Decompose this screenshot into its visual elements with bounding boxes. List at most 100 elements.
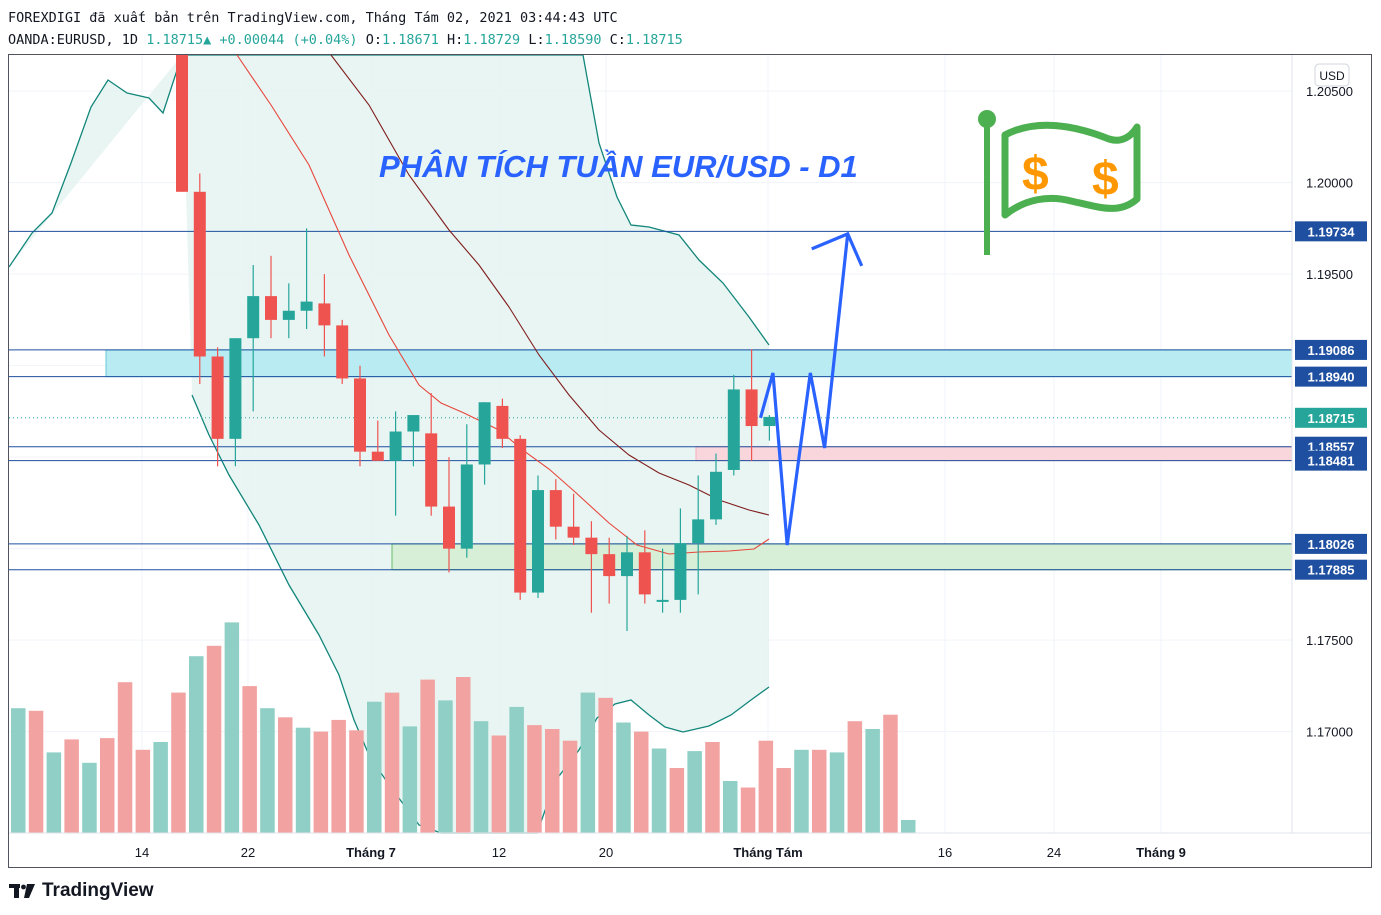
open-value: 1.18671: [381, 32, 439, 48]
volume-bar: [278, 717, 293, 833]
chart-frame[interactable]: $ $ PHÂN TÍCH TUẦN EUR/USD - D1 USD 1.20500 1…: [8, 54, 1372, 868]
high-value: 1.18729: [463, 32, 521, 48]
last-price-text: 1.18715: [1308, 411, 1355, 426]
candle-body: [603, 554, 616, 577]
volume-bar: [847, 721, 863, 833]
currency-label: USD: [1319, 69, 1345, 83]
flag-cloth: [1001, 121, 1141, 219]
ema-slow-line: [330, 55, 770, 516]
volume-bar: [545, 729, 560, 833]
tradingview-brand[interactable]: TradingView: [8, 878, 154, 904]
publish-info: FOREXDIGI đã xuất bản trên TradingView.c…: [8, 10, 618, 26]
level-price-label: 1.19734: [1295, 221, 1367, 242]
candle-body: [656, 599, 669, 602]
zone-support: [391, 543, 1293, 571]
price-chart[interactable]: $ $PHÂN TÍCH TUẦN EUR/USD - D1USD1.205001…: [9, 55, 1371, 867]
high-label: H:: [447, 32, 464, 48]
candle-body: [727, 389, 740, 470]
currency-button[interactable]: USD: [1314, 63, 1350, 87]
volume-bar: [11, 708, 26, 833]
candle-body: [638, 552, 651, 595]
volume-bar: [242, 686, 257, 833]
time-tick-label: 20: [599, 845, 613, 860]
candle-body: [193, 191, 206, 357]
low-value: 1.18590: [544, 32, 602, 48]
level-label-box: [1295, 559, 1367, 580]
volume-bar: [331, 719, 346, 833]
volume-bar: [580, 692, 596, 833]
time-tick-label: 14: [135, 845, 149, 860]
publish-line: FOREXDIGI đã xuất bản trên TradingView.c…: [8, 10, 618, 26]
candle-body: [247, 296, 260, 339]
candle-body: [763, 416, 776, 427]
volume-bar: [189, 656, 204, 833]
level-label-box: [1295, 339, 1367, 360]
time-tick-label: Tháng 9: [1136, 845, 1186, 860]
candle-body: [336, 325, 349, 379]
level-price-label: 1.18481: [1295, 450, 1367, 471]
volume-bar: [171, 692, 186, 833]
volume-bar: [260, 708, 275, 833]
projection-path: [758, 233, 850, 546]
candle-body: [282, 310, 295, 320]
volume-bar: [758, 740, 774, 833]
time-tick-label: 16: [938, 845, 952, 860]
level-price-label: 1.17885: [1295, 559, 1367, 580]
candle-body: [692, 519, 705, 544]
volume-bar: [206, 645, 222, 833]
candle-body: [407, 415, 420, 432]
volume-bar: [705, 742, 720, 833]
level-label-text: 1.18940: [1308, 370, 1355, 385]
candle-body: [532, 490, 544, 593]
volume-bar: [527, 725, 542, 833]
dollar-sign-icon: $: [1022, 148, 1049, 201]
volume-bar: [82, 762, 97, 833]
volume-bar: [723, 781, 738, 833]
zone-resistance: [105, 349, 1293, 378]
candle-body: [425, 433, 438, 507]
brand-name: TradingView: [42, 880, 154, 901]
candle-body: [496, 405, 509, 439]
time-tick-label: 12: [492, 845, 506, 860]
candle-body: [443, 506, 455, 549]
volume-bar: [776, 768, 791, 833]
candle-body: [265, 296, 277, 320]
candle-body: [229, 338, 242, 439]
volume-bar: [491, 735, 507, 833]
candle-body: [514, 438, 527, 593]
volume-bar: [562, 740, 578, 833]
volume-bar: [794, 749, 809, 833]
money-flag-icon: $ $: [978, 110, 1141, 255]
time-tick-label: 22: [241, 845, 255, 860]
volume-bar: [634, 731, 649, 833]
time-tick-label: Tháng Tám: [733, 845, 802, 860]
candle-body: [621, 552, 633, 577]
level-price-label: 1.18940: [1295, 366, 1367, 387]
volume-bar: [224, 622, 240, 833]
volume-bar: [865, 729, 880, 833]
time-tick-label: Tháng 7: [346, 845, 396, 860]
volume-bar: [117, 682, 133, 833]
level-label-text: 1.19734: [1308, 224, 1356, 239]
price-tick-label: 1.20500: [1306, 84, 1353, 99]
symbol-label[interactable]: OANDA:EURUSD, 1D: [8, 32, 139, 48]
tradingview-logo-icon: [9, 884, 35, 898]
candle-body: [460, 464, 473, 549]
candle-body: [710, 471, 722, 520]
last-price-box: [1295, 407, 1367, 428]
volume-bar: [651, 748, 667, 833]
price-change: +0.00044 (+0.04%): [219, 32, 358, 48]
volume-bar: [473, 721, 489, 833]
flag-knob: [978, 110, 996, 128]
close-value: 1.18715: [625, 32, 683, 48]
candle-body: [300, 301, 313, 311]
volume-bar: [295, 727, 311, 833]
candle-body: [318, 303, 331, 326]
price-tick-label: 1.17000: [1306, 725, 1353, 740]
bollinger-upper-line: [9, 55, 770, 346]
level-label-text: 1.17885: [1308, 563, 1355, 578]
level-price-label: 1.18026: [1295, 533, 1367, 554]
volume-bar: [509, 706, 524, 833]
candle-body: [585, 537, 598, 555]
level-label-text: 1.18481: [1308, 454, 1355, 469]
